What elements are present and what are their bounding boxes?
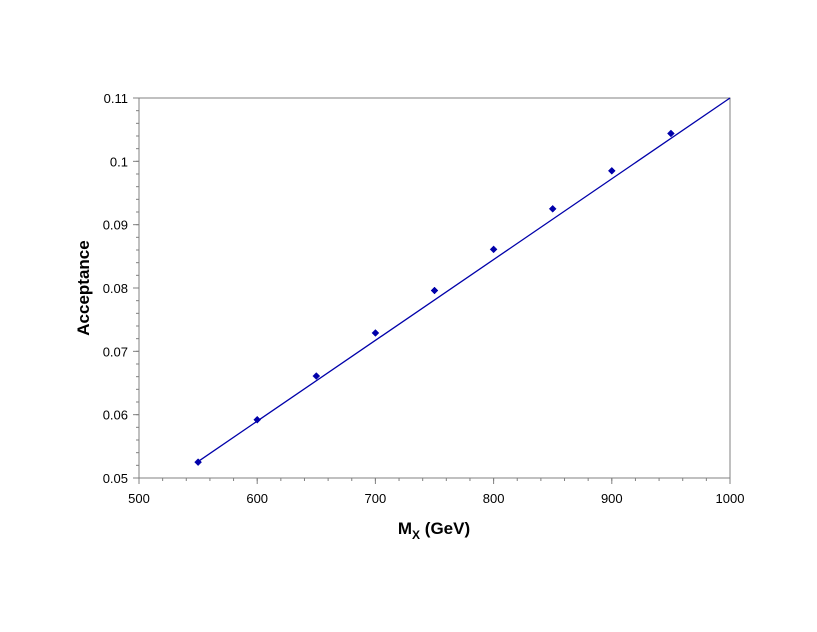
x-axis-title-subscript: X: [412, 528, 420, 542]
y-tick-label: 0.06: [103, 408, 128, 423]
data-point: [667, 129, 675, 138]
x-axis-title: MX (GeV): [398, 519, 470, 542]
data-point: [489, 245, 498, 254]
x-tick-label: 900: [601, 491, 623, 506]
x-major-ticks: [138, 478, 731, 484]
y-tick-label: 0.11: [104, 91, 128, 106]
x-tick-label: 600: [246, 491, 268, 506]
data-point: [371, 329, 380, 337]
y-tick-label: 0.07: [103, 344, 128, 359]
y-tick-label: 0.09: [103, 218, 128, 233]
data-point: [548, 204, 557, 213]
x-tick-label: 800: [483, 491, 505, 506]
y-tick-labels: 0.05 0.06 0.07 0.08 0.09 0.1 0.11: [103, 91, 128, 486]
y-major-ticks: [133, 97, 139, 479]
x-tick-label: 700: [365, 491, 387, 506]
y-tick-label: 0.1: [110, 154, 128, 169]
y-axis-title: Acceptance: [74, 240, 93, 335]
data-point: [607, 166, 616, 175]
data-point: [253, 415, 262, 424]
x-tick-labels: 500 600 700 800 900 1000: [128, 491, 744, 506]
data-point: [312, 372, 321, 380]
series-layer: [194, 97, 731, 467]
x-tick-label: 1000: [716, 491, 745, 506]
data-point: [430, 286, 439, 295]
y-tick-label: 0.05: [103, 471, 128, 486]
y-tick-label: 0.08: [103, 281, 128, 296]
x-axis-title-main: M: [398, 519, 412, 538]
x-tick-label: 500: [128, 491, 150, 506]
series-line: [197, 97, 731, 463]
data-point: [194, 458, 202, 467]
x-axis-title-suffix: (GeV): [420, 519, 470, 538]
